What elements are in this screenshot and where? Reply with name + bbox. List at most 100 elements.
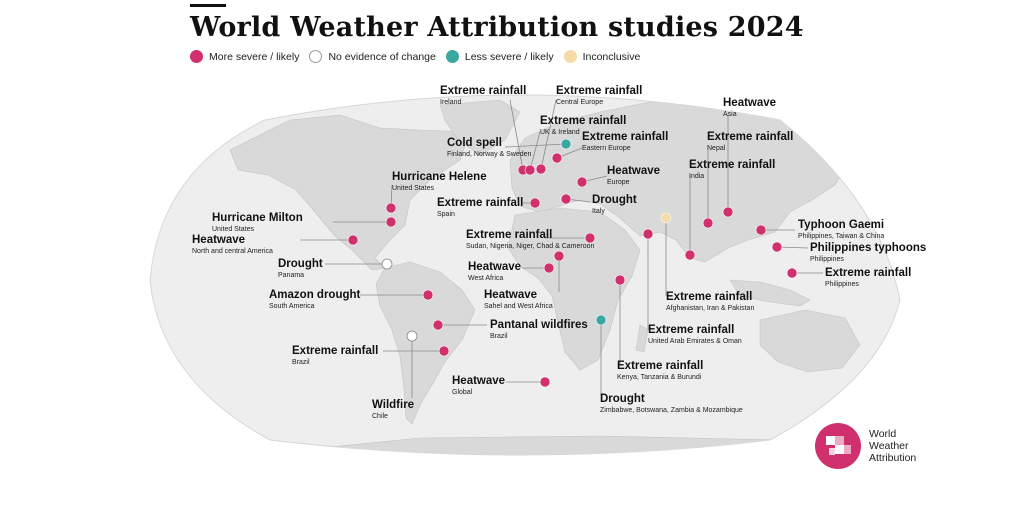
event-region: Brazil	[490, 332, 508, 340]
event-marker-cold_spell[interactable]	[560, 138, 572, 150]
event-label-sudan: Extreme rainfall Sudan, Nigeria, Niger, C…	[466, 229, 594, 249]
event-marker-afghanistan[interactable]	[660, 212, 672, 224]
event-label-uae: Extreme rainfall United Arab Emirates & O…	[648, 324, 742, 345]
event-region: Spain	[437, 210, 455, 218]
event-region: Central Europe	[556, 98, 604, 106]
event-title: Heatwave	[452, 375, 506, 387]
event-marker-spain[interactable]	[529, 197, 541, 209]
event-region: UK & Ireland	[540, 128, 580, 136]
legend-dot-more	[190, 50, 203, 63]
event-label-wildfire_chile: Wildfire Chile	[372, 399, 414, 419]
event-marker-uae[interactable]	[642, 228, 654, 240]
legend-label-none: No evidence of change	[328, 50, 436, 63]
event-title: Extreme rainfall	[466, 229, 553, 241]
landmass-greenland	[439, 99, 521, 156]
event-title: Drought	[600, 393, 645, 405]
event-marker-drought_panama[interactable]	[381, 258, 393, 270]
legend-item-none: No evidence of change	[309, 50, 436, 63]
leader-line-central_europe	[540, 99, 557, 170]
event-label-drought_italy: Drought Italy	[592, 194, 637, 214]
logo-line-1: World	[869, 427, 897, 440]
event-title: Typhoon Gaemi	[798, 219, 885, 231]
event-title: Amazon drought	[269, 289, 361, 301]
event-marker-sudan[interactable]	[584, 232, 596, 244]
event-region: North and central America	[192, 247, 273, 255]
event-title: Extreme rainfall	[437, 197, 524, 209]
event-title: Heatwave	[607, 165, 661, 177]
event-marker-central_europe[interactable]	[535, 163, 547, 175]
event-marker-ph_rain[interactable]	[786, 267, 798, 279]
event-label-amazon: Amazon drought South America	[269, 289, 361, 310]
landmass-north-america	[229, 114, 471, 271]
wwa-logo: World Weather Attribution	[815, 423, 916, 469]
event-label-drought_panama: Drought Panama	[278, 258, 323, 278]
event-region: Brazil	[292, 358, 310, 366]
event-region: United States	[392, 184, 435, 192]
event-marker-eastern_europe[interactable]	[551, 152, 563, 164]
event-marker-wildfire_chile[interactable]	[406, 330, 418, 342]
event-marker-drought_zim[interactable]	[595, 314, 607, 326]
landmass-south-america	[375, 261, 476, 425]
event-region: Philippines, Taiwan & China	[798, 232, 885, 240]
event-marker-milton[interactable]	[385, 216, 397, 228]
event-region: Europe	[607, 178, 630, 186]
event-marker-heat_sahel[interactable]	[553, 250, 565, 262]
event-marker-heat_asia[interactable]	[722, 206, 734, 218]
legend-dot-none	[309, 50, 323, 63]
event-marker-heat_global[interactable]	[539, 376, 551, 388]
event-title: Hurricane Milton	[212, 212, 303, 224]
event-marker-drought_italy[interactable]	[560, 193, 572, 205]
title-rule	[190, 4, 226, 7]
event-marker-uk[interactable]	[524, 164, 536, 176]
event-marker-gaemi[interactable]	[755, 224, 767, 236]
event-region: Finland, Norway & Sweden	[447, 150, 532, 158]
event-title: Philippines typhoons	[810, 242, 927, 254]
logo-line-3: Attribution	[869, 452, 917, 465]
event-label-central_europe: Extreme rainfall Central Europe	[556, 85, 642, 106]
event-marker-india[interactable]	[684, 249, 696, 261]
event-marker-heatwave_europe[interactable]	[576, 176, 588, 188]
event-title: Hurricane Helene	[392, 171, 487, 183]
event-title: Extreme rainfall	[617, 360, 704, 372]
event-marker-rain_brazil[interactable]	[438, 345, 450, 357]
leader-line-ireland	[509, 99, 524, 171]
event-label-heat_global: Heatwave Global	[452, 375, 506, 396]
event-label-ph_rain: Extreme rainfall Philippines	[825, 267, 912, 287]
event-title: Extreme rainfall	[440, 85, 527, 97]
event-marker-heat_west_africa[interactable]	[543, 262, 555, 274]
event-label-ireland: Extreme rainfall Ireland	[440, 85, 527, 105]
legend-label-inconclusive: Inconclusive	[582, 50, 641, 63]
event-title: Heatwave	[484, 289, 538, 301]
event-region: Asia	[723, 110, 737, 118]
event-region: South America	[269, 302, 315, 310]
event-label-gaemi: Typhoon Gaemi Philippines, Taiwan & China	[798, 219, 885, 240]
event-region: Philippines	[810, 255, 844, 263]
event-marker-helene[interactable]	[385, 202, 397, 214]
wwa-logo-text: World Weather Attribution	[869, 428, 916, 464]
event-marker-kenya[interactable]	[614, 274, 626, 286]
event-title: Extreme rainfall	[666, 291, 753, 303]
event-title: Heatwave	[192, 234, 246, 246]
event-region: Kenya, Tanzania & Burundi	[617, 373, 702, 381]
event-marker-amazon[interactable]	[422, 289, 434, 301]
logo-line-2: Weather	[869, 439, 909, 452]
event-label-nepal: Extreme rainfall Nepal	[707, 131, 793, 152]
event-title: Extreme rainfall	[825, 267, 912, 279]
event-region: Afghanistan, Iran & Pakistan	[666, 304, 755, 312]
event-region: Global	[452, 388, 473, 396]
event-label-india: Extreme rainfall India	[689, 159, 775, 179]
event-marker-pantanal[interactable]	[432, 319, 444, 331]
event-marker-heat_na[interactable]	[347, 234, 359, 246]
event-label-milton: Hurricane Milton United States	[212, 212, 303, 232]
event-title: Cold spell	[447, 137, 502, 149]
event-label-heat_asia: Heatwave Asia	[723, 97, 776, 118]
event-title: Extreme rainfall	[582, 131, 669, 143]
event-region: Nepal	[707, 144, 726, 152]
event-title: Extreme rainfall	[540, 115, 627, 127]
event-label-helene: Hurricane Helene United States	[392, 171, 487, 192]
event-marker-ph_typhoons[interactable]	[771, 241, 783, 253]
event-marker-nepal[interactable]	[702, 217, 714, 229]
legend-dot-inconclusive	[563, 50, 577, 63]
event-region: United Arab Emirates & Oman	[648, 337, 742, 345]
